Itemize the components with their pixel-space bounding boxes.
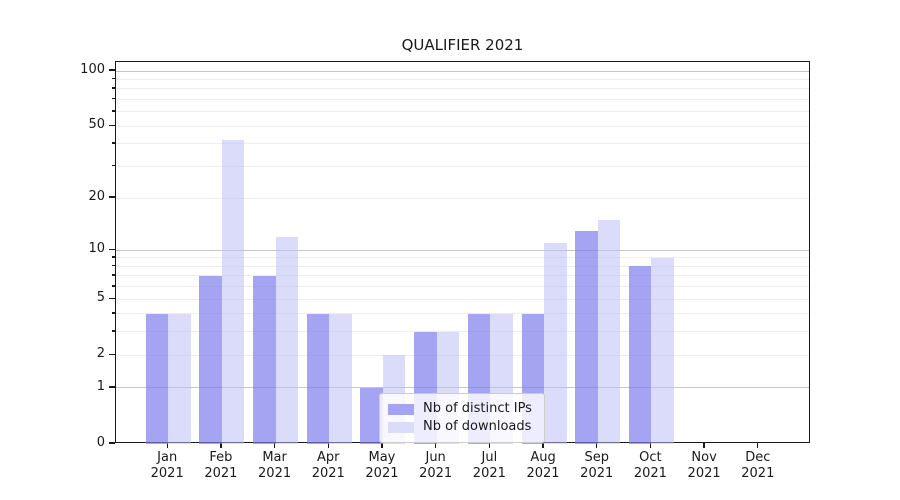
gridline-minor	[116, 331, 809, 333]
bar-distinct-ips-feb	[199, 275, 222, 444]
gridline-minor	[116, 257, 809, 259]
y-axis-tick-label: 10	[88, 241, 105, 257]
x-axis-tick	[327, 443, 329, 448]
y-axis-minor-tick	[111, 330, 115, 332]
gridline-minor	[116, 166, 809, 168]
x-axis-label-aug: Aug 2021	[526, 450, 560, 481]
gridline-minor	[116, 125, 809, 127]
x-axis-tick	[166, 443, 168, 448]
x-axis-tick	[649, 443, 652, 448]
y-axis-tick	[109, 196, 115, 198]
bar-distinct-ips-mar	[253, 275, 276, 444]
y-axis-minor-tick	[111, 110, 115, 112]
y-axis-tick-label: 0	[96, 435, 105, 450]
x-axis-label-jan: Jan 2021	[150, 450, 184, 481]
x-axis-label-sep: Sep 2021	[580, 450, 614, 481]
gridline-minor	[116, 298, 809, 300]
y-axis-minor-tick	[111, 87, 115, 89]
legend-item: Nb of downloads	[388, 419, 536, 435]
x-axis-label-feb: Feb 2021	[204, 450, 238, 481]
bar-downloads-feb	[221, 140, 245, 444]
legend: Nb of distinct IPs Nb of downloads	[379, 393, 545, 443]
gridline-major	[116, 70, 809, 72]
gridline-major	[116, 387, 809, 389]
bar-distinct-ips-jan	[145, 313, 169, 444]
bar-distinct-ips-apr	[306, 313, 330, 444]
x-axis-label-nov: Nov 2021	[687, 450, 721, 481]
y-axis-minor-tick	[111, 165, 115, 167]
x-axis-tick	[381, 443, 383, 448]
x-axis-tick	[596, 443, 598, 448]
x-axis-tick	[542, 443, 544, 448]
legend-label: Nb of downloads	[423, 419, 532, 434]
bar-distinct-ips-may	[360, 387, 383, 444]
y-axis-minor-tick	[111, 142, 115, 144]
x-axis-tick	[273, 443, 276, 448]
gridline-minor	[116, 265, 809, 267]
y-axis-tick-label: 100	[80, 62, 105, 78]
plot-area	[115, 61, 810, 444]
y-axis-minor-tick	[111, 312, 115, 314]
legend-label: Nb of distinct IPs	[423, 401, 532, 416]
x-axis-tick	[703, 443, 705, 448]
gridline-major	[116, 249, 809, 251]
y-axis-tick	[109, 297, 115, 299]
y-axis-tick-label: 2	[96, 346, 105, 362]
bar-downloads-aug	[544, 243, 567, 444]
y-axis-tick	[109, 124, 115, 126]
bar-downloads-jan	[168, 313, 191, 444]
y-axis-tick-label: 20	[88, 189, 105, 204]
x-axis-tick	[435, 443, 437, 448]
y-axis-tick	[109, 442, 115, 444]
x-axis-label-apr: Apr 2021	[311, 450, 345, 481]
bar-downloads-mar	[275, 236, 299, 444]
gridline-minor	[116, 111, 809, 113]
y-axis-minor-tick	[111, 78, 115, 80]
legend-swatch-distinct-ips	[388, 403, 414, 415]
y-axis-minor-tick	[111, 98, 115, 100]
gridline-minor	[116, 88, 809, 90]
gridline-minor	[116, 79, 809, 81]
gridline-minor	[116, 143, 809, 145]
y-axis-tick	[109, 248, 115, 250]
x-axis-label-jun: Jun 2021	[419, 450, 453, 481]
gridline-minor	[116, 286, 809, 288]
x-axis-label-dec: Dec 2021	[741, 450, 775, 481]
legend-item: Nb of distinct IPs	[388, 401, 536, 417]
y-axis-minor-tick	[111, 256, 115, 258]
gridline-minor	[116, 197, 809, 199]
y-axis-minor-tick	[111, 264, 115, 267]
bar-downloads-sep	[597, 219, 621, 444]
x-axis-label-may: May 2021	[365, 450, 399, 481]
bar-downloads-oct	[651, 257, 674, 444]
y-axis-tick-label: 1	[96, 378, 105, 394]
y-axis-minor-tick	[111, 274, 115, 276]
x-axis-tick	[488, 443, 490, 448]
y-axis-minor-tick	[111, 285, 115, 287]
y-axis-tick	[109, 353, 115, 355]
bar-distinct-ips-oct	[628, 266, 652, 444]
chart-title: QUALIFIER 2021	[401, 36, 524, 54]
x-axis-label-mar: Mar 2021	[258, 450, 292, 481]
y-axis-tick-label: 50	[88, 117, 105, 133]
y-axis-tick	[109, 69, 115, 71]
bar-downloads-apr	[329, 313, 352, 444]
bar-distinct-ips-sep	[575, 230, 598, 444]
y-axis-tick-label: 5	[96, 290, 105, 306]
legend-swatch-downloads	[388, 421, 414, 433]
x-axis-tick	[757, 443, 759, 448]
gridline-minor	[116, 354, 809, 356]
x-axis-tick	[220, 443, 222, 448]
gridline-minor	[116, 275, 809, 277]
gridline-minor	[116, 99, 809, 101]
gridline-minor	[116, 313, 809, 315]
y-axis-tick	[109, 386, 115, 388]
x-axis-label-oct: Oct 2021	[633, 450, 667, 481]
x-axis-label-jul: Jul 2021	[472, 450, 506, 481]
